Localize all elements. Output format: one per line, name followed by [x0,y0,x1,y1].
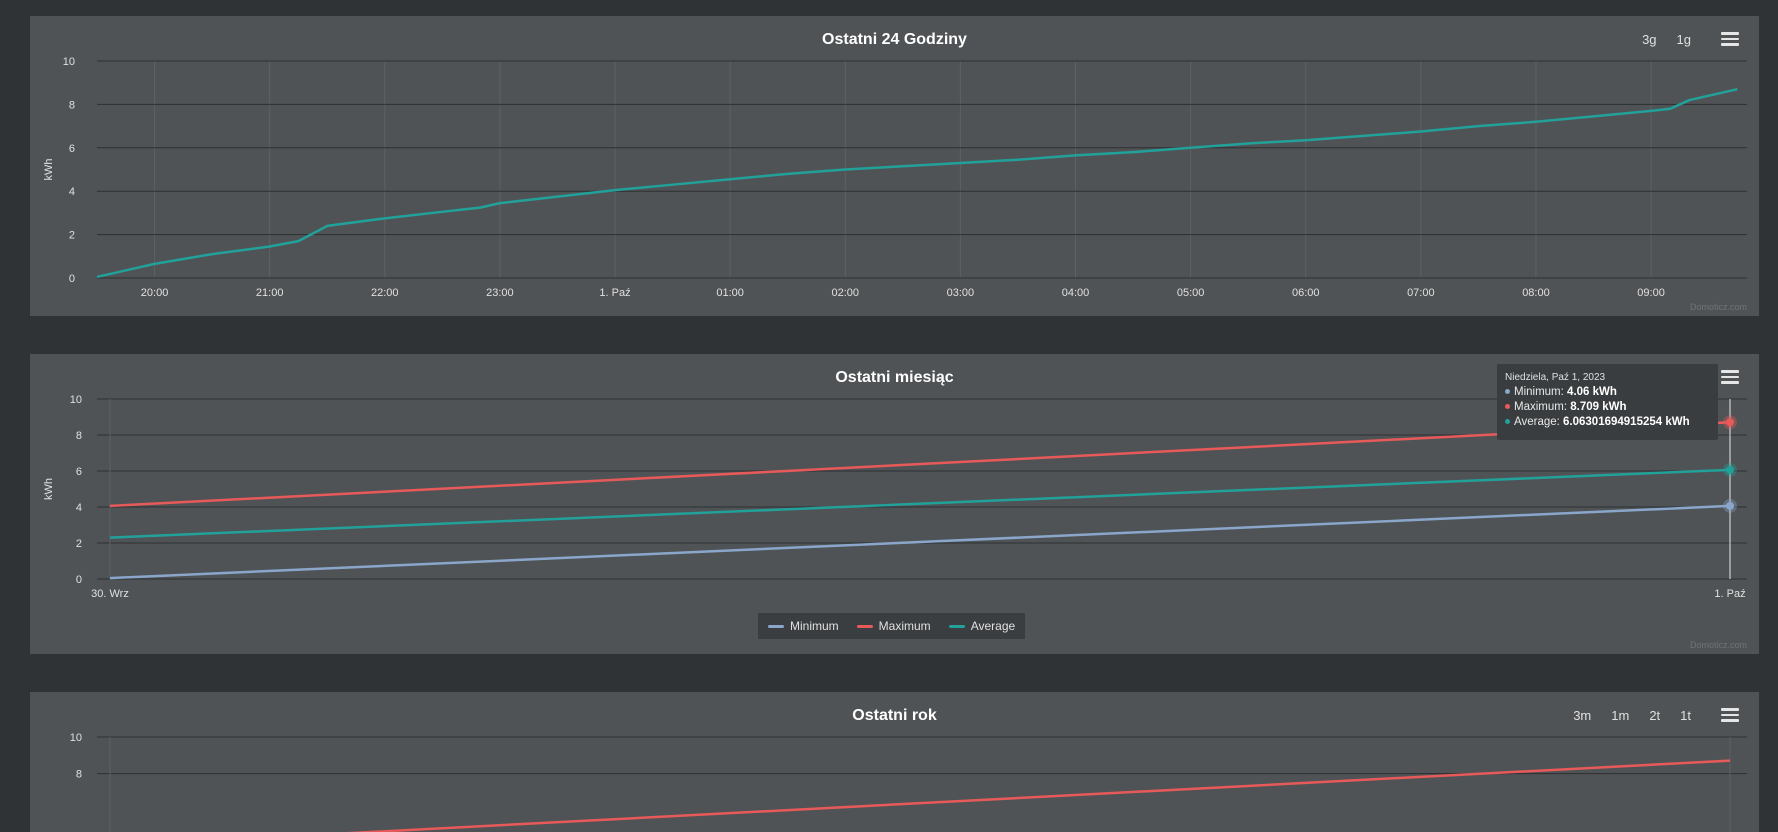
series-line [96,87,1738,279]
chart-panel-24h: Ostatni 24 Godziny 3g 1g 20:00 21:00 22:00… [30,16,1759,316]
chart-plot-month: 0 2 4 6 8 10 30. Wrz 1. Paź kWh [43,394,1747,600]
y-tick-label: 8 [76,769,82,781]
y-tick-label: 8 [69,99,75,111]
y-tick-label: 6 [76,466,82,478]
x-tick-label: 05:00 [1177,287,1205,299]
chart-tooltip: Niedziela, Paź 1, 2023 Minimum: 4.06 kWh… [1497,364,1718,440]
tooltip-row-maximum: Maximum: 8.709 kWh [1505,400,1710,415]
hamburger-menu-icon[interactable] [1721,370,1739,384]
x-tick-label: 1. Paź [599,287,630,299]
y-axis-label: kWh [43,159,55,181]
y-tick-label: 10 [70,732,82,744]
chart-panel-year: Ostatni rok 3m 1m 2t 1t 8 10 [30,692,1759,832]
x-tick-label: 03:00 [947,287,975,299]
legend-item-average[interactable]: Average [948,619,1015,633]
x-tick-label: 07:00 [1407,287,1435,299]
y-tick-label: 2 [76,538,82,550]
zoom-3g-button[interactable]: 3g [1642,32,1657,47]
chart-plot-24h: 20:00 21:00 22:00 23:00 1. Paź 01:00 02:00 03:0… [43,56,1747,299]
y-tick-label: 4 [69,186,75,198]
series-line-average [109,468,1731,539]
y-tick-label: 0 [69,273,75,285]
hamburger-menu-icon[interactable] [1721,32,1739,46]
y-tick-label: 8 [76,430,82,442]
x-tick-label: 06:00 [1292,287,1320,299]
x-tick-label: 04:00 [1062,287,1090,299]
legend-item-maximum[interactable]: Maximum [856,619,931,633]
chart-title: Ostatni rok [852,707,937,724]
series-line-maximum [109,420,1731,508]
zoom-1m-button[interactable]: 1m [1611,708,1630,723]
tooltip-date: Niedziela, Paź 1, 2023 [1505,372,1606,383]
y-tick-label: 6 [69,143,75,155]
tooltip-row-average: Average: 6.06301694915254 kWh [1505,415,1710,430]
zoom-2t-button[interactable]: 2t [1649,708,1661,723]
zoom-buttons: 3m 1m 2t 1t [1563,708,1701,723]
zoom-1t-button[interactable]: 1t [1680,708,1691,723]
x-tick-label: 09:00 [1637,287,1665,299]
chart-title: Ostatni 24 Godziny [822,31,967,48]
zoom-1g-button[interactable]: 1g [1676,32,1691,47]
x-tick-label: 23:00 [486,287,514,299]
x-tick-label: 08:00 [1522,287,1550,299]
chart-title: Ostatni miesiąc [835,369,954,386]
hover-marker-maximum [1726,418,1734,427]
x-tick-label: 20:00 [141,287,169,299]
x-tick-label: 1. Paź [1714,588,1745,600]
legend-item-minimum[interactable]: Minimum [768,619,839,633]
y-axis-label: kWh [43,478,55,500]
hover-marker-average [1726,465,1734,474]
y-tick-label: 0 [76,574,82,586]
series-line [347,759,1731,832]
x-tick-label: 30. Wrz [91,588,129,600]
chart-legend: Minimum Maximum Average [758,613,1026,639]
chart-plot-year: 8 10 [70,732,1747,832]
zoom-3m-button[interactable]: 3m [1573,708,1592,723]
y-tick-label: 2 [69,230,75,242]
tooltip-row-minimum: Minimum: 4.06 kWh [1505,385,1710,400]
y-tick-label: 10 [63,56,75,68]
zoom-buttons: 3g 1g [1632,32,1701,47]
x-tick-label: 01:00 [716,287,744,299]
chart-panel-month: Ostatni miesiąc 0 2 4 6 8 10 30. Wrz 1. Paź kWh … [30,354,1759,654]
y-tick-label: 4 [76,502,82,514]
hamburger-menu-icon[interactable] [1721,708,1739,722]
series-line-minimum [109,504,1731,580]
credit-link[interactable]: Domoticz.com [1689,302,1747,312]
x-tick-label: 02:00 [831,287,859,299]
x-tick-label: 22:00 [371,287,399,299]
hover-marker-minimum [1726,501,1734,510]
x-tick-label: 21:00 [256,287,284,299]
y-tick-label: 10 [70,394,82,406]
credit-link[interactable]: Domoticz.com [1689,640,1747,650]
